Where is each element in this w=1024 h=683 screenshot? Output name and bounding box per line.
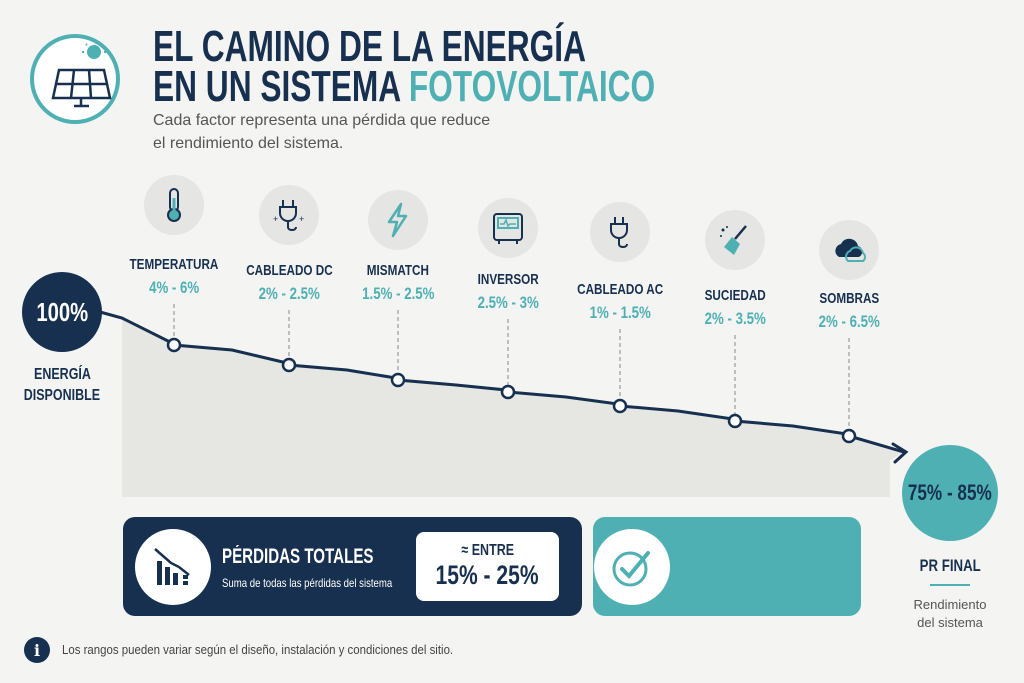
factor-name: CABLEADO AC bbox=[576, 281, 664, 298]
result-card bbox=[593, 517, 861, 616]
svg-text:+: + bbox=[299, 214, 304, 224]
factor-3-icon-circle bbox=[478, 198, 538, 258]
solar-panel-logo bbox=[30, 34, 120, 124]
footer-note: Los rangos pueden variar según el diseño… bbox=[62, 642, 454, 657]
factor-name: TEMPERATURA bbox=[129, 256, 219, 273]
factor-1-icon-circle: + + bbox=[259, 185, 319, 245]
divider bbox=[930, 584, 970, 586]
factor-4-icon-circle bbox=[590, 202, 650, 262]
thermometer-icon bbox=[167, 188, 181, 222]
inverter-icon bbox=[493, 213, 523, 244]
loss-point bbox=[500, 384, 516, 400]
total-losses-title: PÉRDIDAS TOTALES bbox=[222, 545, 374, 568]
loss-point bbox=[166, 337, 182, 353]
subtitle-line-1: Cada factor representa una pérdida que r… bbox=[153, 112, 491, 129]
svg-text:+: + bbox=[273, 214, 278, 224]
factor-0-icon-circle bbox=[144, 175, 204, 235]
loss-point bbox=[841, 428, 857, 444]
chart-down-icon bbox=[135, 529, 211, 605]
loss-point bbox=[612, 398, 628, 414]
solar-panel-icon bbox=[51, 40, 112, 108]
total-losses-card: PÉRDIDAS TOTALES Suma de todas las pérdi… bbox=[123, 517, 582, 616]
loss-point bbox=[390, 372, 406, 388]
factor-name: SOMBRAS bbox=[819, 290, 879, 307]
dc-plug-icon: + + bbox=[273, 200, 304, 231]
factor-2-icon-circle bbox=[368, 190, 428, 250]
title-line-1: EL CAMINO DE LA ENERGÍA bbox=[153, 22, 586, 71]
loss-point bbox=[281, 357, 297, 373]
factor-name: SUCIEDAD bbox=[704, 287, 766, 304]
total-losses-range-box: ≈ ENTRE 15% - 25% bbox=[416, 532, 559, 601]
broom-icon bbox=[720, 225, 747, 255]
final-description: Rendimiento del sistema bbox=[913, 597, 987, 630]
cloud-icon bbox=[835, 238, 866, 262]
factor-name: MISMATCH bbox=[366, 262, 430, 279]
energy-area bbox=[122, 318, 904, 497]
final-label: PR FINAL bbox=[919, 556, 981, 575]
final-pr-circle: 75% - 85% bbox=[902, 445, 998, 541]
factor-range: 2% - 6.5% bbox=[818, 312, 880, 331]
approx-label: ≈ ENTRE bbox=[461, 542, 514, 559]
factor-range: 1% - 1.5% bbox=[589, 303, 651, 322]
factor-6-icon-circle bbox=[819, 220, 879, 280]
info-icon: i bbox=[24, 637, 50, 663]
arrow-head-icon bbox=[891, 442, 909, 464]
start-label: ENERGÍA DISPONIBLE bbox=[23, 366, 101, 404]
subtitle-line-2: el rendimiento del sistema. bbox=[153, 135, 344, 152]
lightning-icon bbox=[387, 202, 408, 238]
start-energy-circle: 100% bbox=[22, 272, 102, 352]
factor-range: 1.5% - 2.5% bbox=[361, 284, 435, 303]
factor-range: 2% - 3.5% bbox=[704, 309, 766, 328]
check-circle-icon bbox=[594, 529, 670, 605]
factor-name: CABLEADO DC bbox=[245, 262, 333, 279]
title-highlight: FOTOVOLTAICO bbox=[408, 62, 656, 111]
factor-5-icon-circle bbox=[705, 210, 765, 270]
title-line-2: EN UN SISTEMA FOTOVOLTAICO bbox=[153, 62, 656, 111]
loss-point bbox=[727, 413, 743, 429]
factor-range: 2.5% - 3% bbox=[477, 293, 539, 312]
total-losses-subtitle: Suma de todas las pérdidas del sistema bbox=[222, 576, 393, 590]
factor-name: INVERSOR bbox=[477, 271, 539, 288]
total-losses-range: 15% - 25% bbox=[435, 560, 540, 590]
factor-range: 2% - 2.5% bbox=[258, 284, 320, 303]
ac-plug-icon bbox=[610, 217, 628, 248]
factor-range: 4% - 6% bbox=[148, 278, 200, 297]
